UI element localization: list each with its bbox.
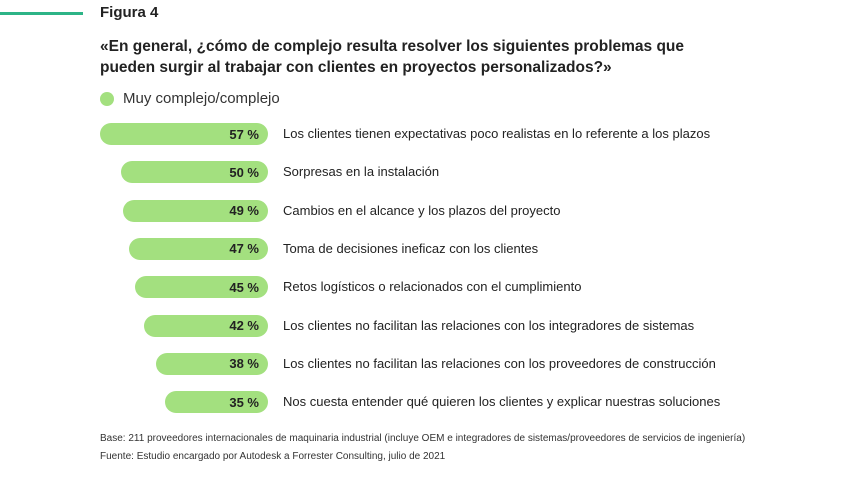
- bar: 47 %: [129, 237, 268, 260]
- category-label: Los clientes no facilitan las relaciones…: [283, 355, 716, 371]
- category-label: Los clientes no facilitan las relaciones…: [283, 317, 695, 333]
- bar: 45 %: [135, 276, 268, 299]
- base-note: Base: 211 proveedores internacionales de…: [100, 433, 746, 444]
- figure-label: Figura 4: [100, 4, 159, 21]
- category-label: Retos logísticos o relacionados con el c…: [283, 279, 582, 295]
- data-label: 38 %: [229, 356, 259, 372]
- chart-title: «En general, ¿cómo de complejo resulta r…: [100, 38, 685, 76]
- data-label: 49 %: [229, 203, 259, 219]
- bar: 35 %: [164, 391, 268, 414]
- data-label: 50 %: [229, 164, 259, 180]
- data-label: 57 %: [229, 126, 259, 142]
- category-label: Toma de decisiones ineficaz con los clie…: [283, 240, 539, 256]
- bar: 38 %: [155, 352, 268, 375]
- bar: 50 %: [120, 161, 268, 184]
- bar-row: 50 % Sorpresas en la instalación: [0, 161, 863, 184]
- bar: 42 %: [144, 314, 268, 337]
- category-label: Sorpresas en la instalación: [283, 164, 440, 180]
- legend-label: Muy complejo/complejo: [123, 90, 280, 107]
- bar-row: 45 % Retos logísticos o relacionados con …: [0, 276, 863, 299]
- legend-swatch: [100, 91, 114, 106]
- bar-row: 38 % Los clientes no facilitan las relaci…: [0, 352, 863, 375]
- data-label: 35 %: [229, 394, 259, 410]
- bar: 49 %: [123, 199, 268, 222]
- source-note: Fuente: Estudio encargado por Autodesk a…: [100, 451, 446, 462]
- bar-row: 35 % Nos cuesta entender qué quieren los …: [0, 391, 863, 414]
- legend: Muy complejo/complejo: [100, 90, 280, 107]
- data-label: 45 %: [229, 279, 259, 295]
- data-label: 42 %: [229, 318, 259, 333]
- category-label: Cambios en el alcance y los plazos del p…: [283, 202, 561, 218]
- category-label: Los clientes tienen expectativas poco re…: [283, 126, 711, 141]
- bar-row: 49 % Cambios en el alcance y los plazos d…: [0, 199, 863, 222]
- accent-rule: [0, 12, 83, 15]
- bar-row: 47 % Toma de decisiones ineficaz con los …: [0, 237, 863, 260]
- bar-row: 42 % Los clientes no facilitan las relaci…: [0, 314, 863, 337]
- category-label: Nos cuesta entender qué quieren los clie…: [283, 394, 721, 410]
- bar-row: 57 % Los clientes tienen expectativas poc…: [0, 123, 863, 145]
- bar: 57 %: [99, 123, 268, 145]
- data-label: 47 %: [229, 241, 259, 257]
